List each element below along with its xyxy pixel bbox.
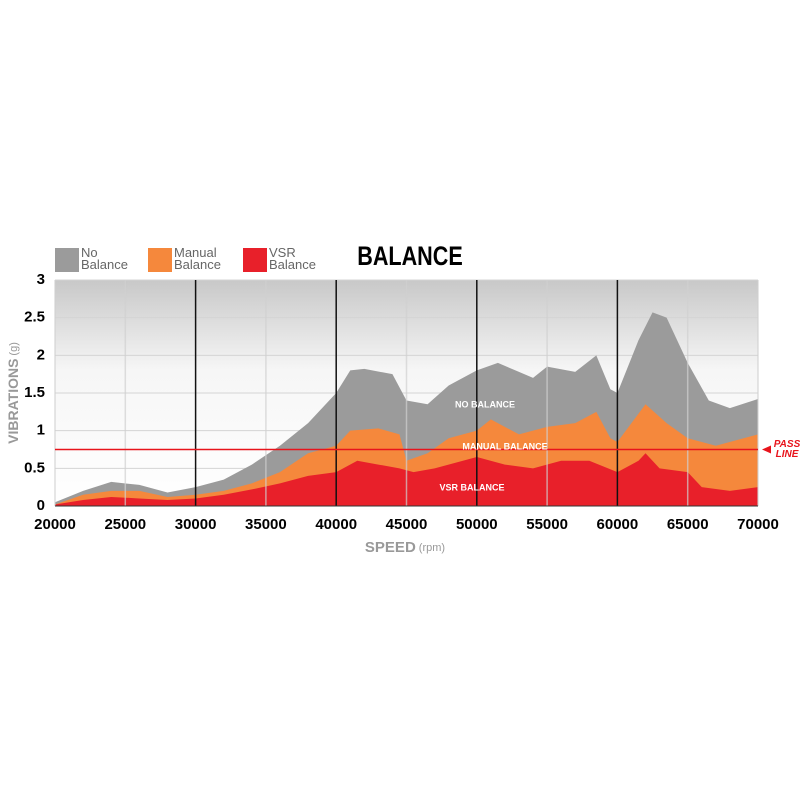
y-tick-label: 1 (37, 422, 45, 439)
x-tick-label: 65000 (667, 516, 709, 533)
x-axis-title-main: SPEED (365, 539, 416, 556)
y-tick-label: 1.5 (24, 384, 45, 401)
legend-swatch (148, 248, 172, 272)
x-tick-label: 30000 (175, 516, 217, 533)
y-axis-unit: (g) (8, 342, 20, 355)
y-tick-label: 2 (37, 346, 45, 363)
area-annotation: NO BALANCE (455, 399, 515, 409)
x-tick-label: 25000 (104, 516, 146, 533)
y-axis-title: VIBRATIONS (g) (5, 342, 21, 444)
y-tick-label: 0.5 (24, 459, 45, 476)
x-tick-label: 70000 (737, 516, 779, 533)
legend-label: VSR Balance (269, 245, 316, 272)
pass-arrow (762, 445, 771, 454)
chart-title: BALANCE (357, 242, 463, 272)
legend-label: No Balance (81, 245, 128, 272)
pass-label: PASS LINE (773, 438, 800, 460)
y-tick-label: 0 (37, 497, 45, 514)
y-tick-label: 3 (37, 271, 45, 288)
x-tick-label: 20000 (34, 516, 76, 533)
y-axis-title-main: VIBRATIONS (5, 359, 21, 444)
legend-swatch (243, 248, 267, 272)
x-tick-label: 35000 (245, 516, 287, 533)
legend-swatch (55, 248, 79, 272)
legend-label: Manual Balance (174, 245, 221, 272)
x-tick-label: 60000 (597, 516, 639, 533)
area-annotation: VSR BALANCE (439, 482, 504, 492)
x-tick-label: 40000 (315, 516, 357, 533)
x-tick-label: 45000 (386, 516, 428, 533)
x-axis-unit: (rpm) (419, 542, 445, 554)
y-tick-label: 2.5 (24, 309, 45, 326)
x-axis-title: SPEED (rpm) (365, 539, 445, 556)
x-tick-label: 50000 (456, 516, 498, 533)
x-tick-label: 55000 (526, 516, 568, 533)
area-annotation: MANUAL BALANCE (462, 441, 547, 451)
